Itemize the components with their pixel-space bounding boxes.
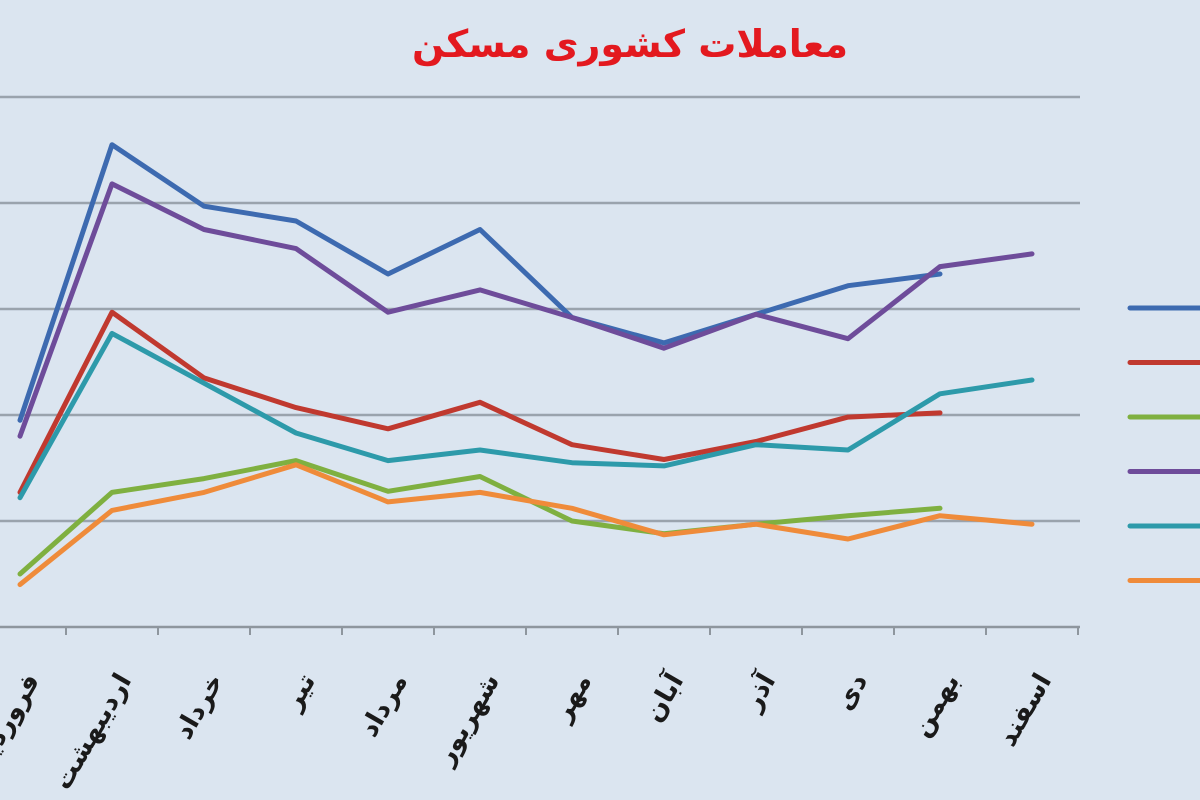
series-line-2: [17, 309, 943, 495]
x-tick-label: شهریور: [429, 669, 506, 772]
series-line-4: [17, 181, 1035, 439]
x-tick-label: آذر: [735, 667, 783, 718]
legend: [1127, 305, 1200, 583]
x-tick-label: مرداد: [354, 669, 414, 743]
x-axis: [65, 627, 1079, 635]
x-tick-label: خرداد: [169, 669, 230, 745]
series-line-6: [17, 462, 1035, 588]
series-line-5: [17, 330, 1035, 501]
x-tick-label: تیر: [277, 669, 322, 717]
x-tick-label: دی: [829, 669, 874, 716]
x-tick-labels: فروردین اردیبهشت خرداد تیر مرداد شهریور مهر آبا…: [0, 667, 1058, 795]
x-tick-label: اردیبهشت: [48, 669, 138, 796]
series-line-3: [17, 458, 943, 577]
series-lines: [17, 142, 1035, 588]
x-tick-label: فروردین: [0, 669, 46, 780]
x-tick-label: مهر: [546, 669, 598, 729]
x-tick-label: آبان: [637, 667, 691, 728]
x-tick-label: بهمن: [906, 669, 966, 743]
x-tick-label: اسفند: [993, 669, 1058, 752]
chart-title: معاملات کشوری مسکن: [412, 22, 848, 66]
gridlines: [0, 95, 1080, 629]
series-line-1: [17, 142, 943, 423]
